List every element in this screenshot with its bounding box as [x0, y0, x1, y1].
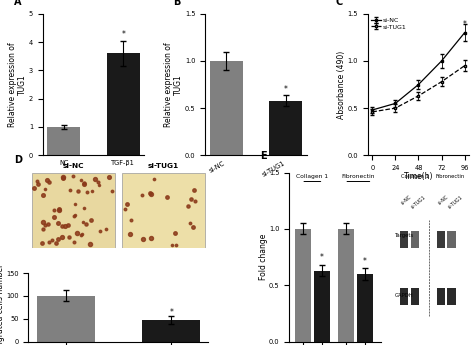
Bar: [36, 296, 95, 342]
Text: A: A: [14, 0, 22, 7]
Bar: [437, 231, 445, 248]
Text: *: *: [169, 308, 173, 317]
Text: si-NC: si-NC: [63, 164, 84, 169]
Text: *: *: [121, 30, 125, 39]
Text: Collagen 1: Collagen 1: [401, 174, 429, 179]
Text: Targets: Targets: [395, 233, 414, 238]
Text: si-TUG1: si-TUG1: [447, 195, 464, 210]
Text: *: *: [320, 254, 324, 263]
Text: C: C: [335, 0, 342, 7]
X-axis label: Time(h): Time(h): [404, 172, 433, 181]
Y-axis label: Relative expression of
TUG1: Relative expression of TUG1: [164, 42, 183, 127]
Text: Fibronectin: Fibronectin: [436, 174, 465, 179]
Bar: [337, 229, 354, 342]
Y-axis label: Absorbance (490): Absorbance (490): [337, 50, 346, 119]
Bar: [447, 288, 456, 305]
Bar: [400, 231, 408, 248]
Y-axis label: Fold change: Fold change: [259, 234, 268, 280]
Bar: [269, 100, 302, 155]
Text: Fibronectin: Fibronectin: [341, 174, 375, 179]
Bar: [447, 231, 456, 248]
Text: *: *: [363, 257, 367, 266]
Bar: [357, 274, 373, 342]
Bar: [122, 172, 205, 248]
Text: *: *: [463, 20, 466, 29]
Text: Collagen 1: Collagen 1: [296, 174, 328, 179]
Text: si-NC: si-NC: [400, 195, 412, 206]
Bar: [410, 231, 419, 248]
Y-axis label: Migrated cells number: Migrated cells number: [0, 264, 5, 345]
Text: si-NC: si-NC: [437, 195, 449, 206]
Y-axis label: Relative expression of
TUG1: Relative expression of TUG1: [8, 42, 27, 127]
Bar: [294, 229, 311, 342]
Legend: si-NC, si-TUG1: si-NC, si-TUG1: [371, 17, 407, 30]
Text: B: B: [173, 0, 180, 7]
Bar: [437, 288, 445, 305]
Text: *: *: [284, 85, 288, 94]
Text: si-TUG1: si-TUG1: [410, 195, 427, 210]
Text: E: E: [260, 151, 266, 161]
Bar: [47, 127, 80, 155]
Bar: [400, 288, 408, 305]
Text: D: D: [14, 156, 22, 166]
Text: GAPDH: GAPDH: [395, 293, 413, 298]
Bar: [107, 53, 140, 155]
Bar: [314, 270, 330, 342]
Text: si-TUG1: si-TUG1: [148, 164, 179, 169]
Bar: [32, 172, 115, 248]
Bar: [410, 288, 419, 305]
Bar: [142, 320, 200, 342]
Bar: [210, 61, 243, 155]
